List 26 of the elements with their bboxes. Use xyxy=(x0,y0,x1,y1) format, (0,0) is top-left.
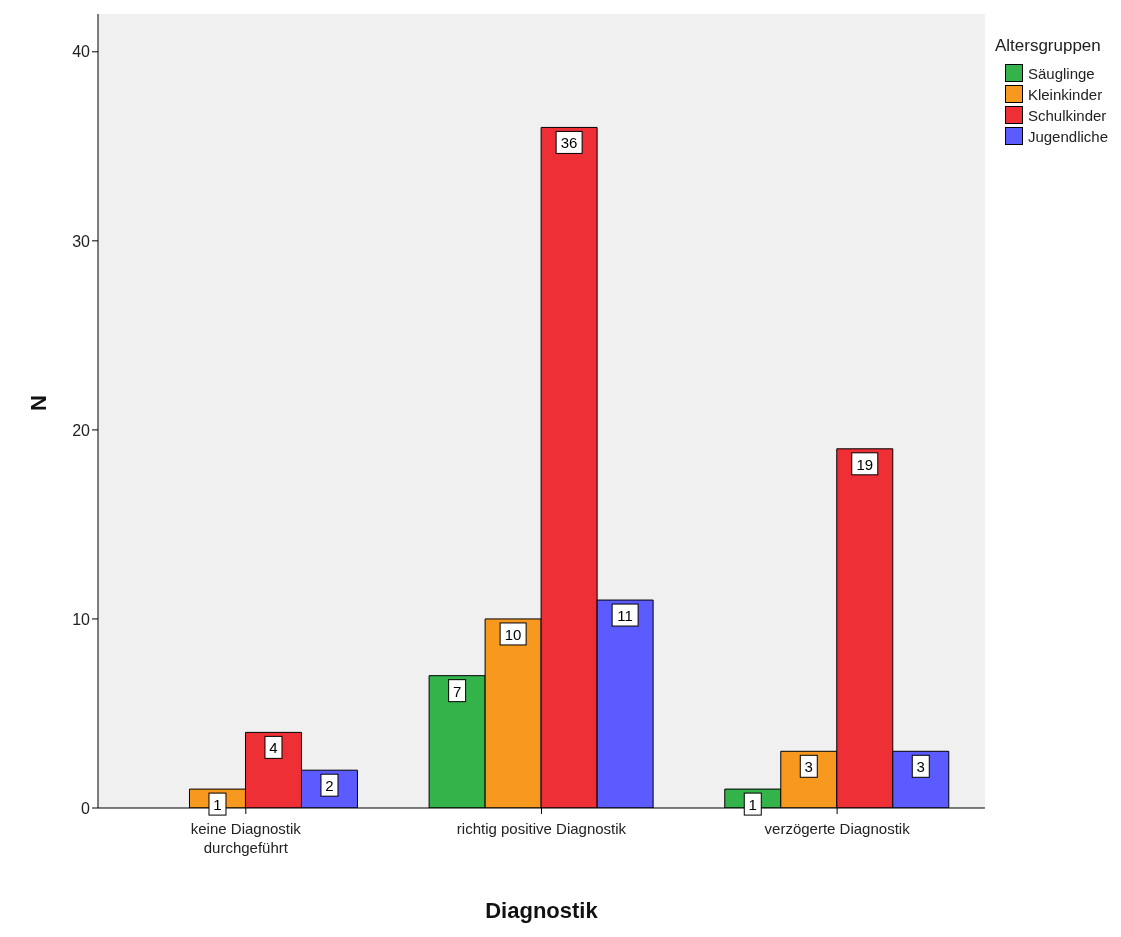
legend-title: Altersgruppen xyxy=(994,36,1102,56)
x-axis-title: Diagnostik xyxy=(485,898,599,923)
data-label: 10 xyxy=(504,625,522,643)
data-label: 11 xyxy=(617,607,633,625)
data-label: 4 xyxy=(269,739,278,757)
y-tick-label: 0 xyxy=(81,799,91,817)
y-tick-label: 10 xyxy=(72,610,91,628)
y-tick-label: 30 xyxy=(72,232,91,250)
legend-label: Säuglinge xyxy=(1026,64,1096,82)
data-label: 3 xyxy=(916,758,925,776)
legend-label: Jugendliche xyxy=(1026,127,1108,145)
y-tick-label: 20 xyxy=(72,421,91,439)
data-label: 1 xyxy=(748,796,757,814)
x-tick-label: richtig positive Diagnostik xyxy=(456,820,627,837)
y-tick-label: 40 xyxy=(72,43,91,61)
data-label: 1 xyxy=(213,796,222,814)
legend-label: Schulkinder xyxy=(1026,106,1108,124)
data-label: 7 xyxy=(452,682,462,700)
data-label: 19 xyxy=(856,455,874,473)
data-label: 36 xyxy=(560,134,578,152)
legend-label: Kleinkinder xyxy=(1026,85,1104,103)
x-tick-label: keine Diagnostik durchgeführt xyxy=(190,820,302,856)
y-axis-title: N xyxy=(25,395,51,411)
data-label: 2 xyxy=(325,777,334,795)
data-label: 3 xyxy=(804,758,813,776)
x-tick-label: verzögerte Diagnostik xyxy=(764,820,911,837)
